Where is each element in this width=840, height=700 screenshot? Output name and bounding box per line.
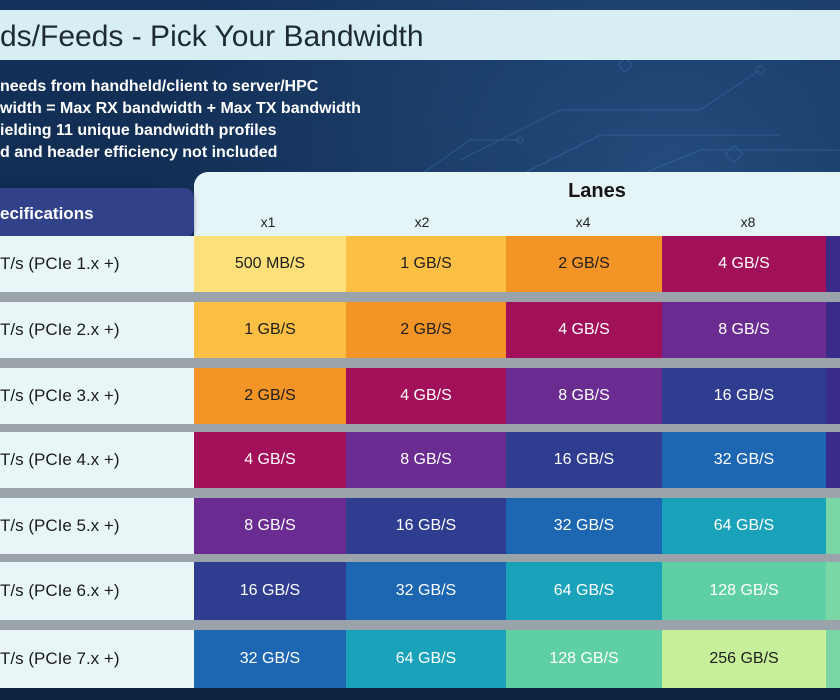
table-cell: 64 GB/S: [662, 498, 826, 554]
row-label-text: T/s (PCIe 4.x +): [0, 450, 120, 469]
cropped-column-edge: [826, 302, 840, 358]
column-header-x1: x1: [260, 214, 276, 230]
cropped-column-edge: [826, 368, 840, 424]
row-label: T/s (PCIe 3.x +): [0, 368, 194, 424]
table-cell: 16 GB/S: [662, 368, 826, 424]
row-label: T/s (PCIe 1.x +): [0, 236, 194, 292]
table-cell: 128 GB/S: [506, 630, 662, 688]
table-cell: 32 GB/S: [346, 562, 506, 620]
bullet-item: d and header efficiency not included: [0, 144, 278, 161]
table-cell: 2 GB/S: [506, 236, 662, 292]
row-label: T/s (PCIe 7.x +): [0, 630, 194, 688]
row-label: T/s (PCIe 2.x +): [0, 302, 194, 358]
table-cell: 32 GB/S: [194, 630, 346, 688]
row-separator: [0, 292, 840, 302]
row-label: T/s (PCIe 6.x +): [0, 562, 194, 620]
bullet-item: width = Max RX bandwidth + Max TX bandwi…: [0, 100, 361, 117]
row-label-text: T/s (PCIe 1.x +): [0, 254, 120, 273]
cropped-column-edge: [826, 562, 840, 620]
table-cell: 16 GB/S: [194, 562, 346, 620]
specifications-header: ecifications: [0, 188, 194, 238]
table-cell: 8 GB/S: [662, 302, 826, 358]
specifications-header-label: ecifications: [0, 204, 94, 223]
lanes-title: Lanes: [568, 180, 626, 202]
row-separator: [0, 554, 840, 562]
table-cell: 2 GB/S: [346, 302, 506, 358]
row-label-text: T/s (PCIe 2.x +): [0, 320, 120, 339]
bullet-list: needs from handheld/client to server/HPC…: [0, 76, 361, 164]
row-label-text: T/s (PCIe 3.x +): [0, 386, 120, 405]
row-label-text: T/s (PCIe 5.x +): [0, 516, 120, 535]
table-cell: 64 GB/S: [346, 630, 506, 688]
table-cell: 4 GB/S: [194, 432, 346, 488]
cropped-column-edge: [826, 432, 840, 488]
row-separator: [0, 488, 840, 498]
column-header-x4: x4: [575, 214, 591, 230]
table-cell: 32 GB/S: [506, 498, 662, 554]
cropped-column-edge: [826, 498, 840, 554]
row-separator: [0, 620, 840, 630]
row-separator: [0, 424, 840, 432]
page-title: ds/Feeds - Pick Your Bandwidth: [0, 20, 424, 53]
cropped-column-edge: [826, 236, 840, 292]
column-header-x8: x8: [740, 214, 756, 230]
column-header-x2: x2: [414, 214, 430, 230]
table-cell: 2 GB/S: [194, 368, 346, 424]
title-bar: ds/Feeds - Pick Your Bandwidth: [0, 10, 840, 60]
table-cell: 16 GB/S: [506, 432, 662, 488]
table-cell: 500 MB/S: [194, 236, 346, 292]
cropped-column-edge: [826, 630, 840, 688]
table-cell: 8 GB/S: [194, 498, 346, 554]
table-cell: 4 GB/S: [662, 236, 826, 292]
row-label-text: T/s (PCIe 7.x +): [0, 649, 120, 668]
table-cell: 64 GB/S: [506, 562, 662, 620]
table-cell: 4 GB/S: [506, 302, 662, 358]
table-cell: 8 GB/S: [506, 368, 662, 424]
table-cell: 4 GB/S: [346, 368, 506, 424]
table-cell: 1 GB/S: [346, 236, 506, 292]
bullet-item: needs from handheld/client to server/HPC: [0, 78, 319, 95]
row-separator: [0, 358, 840, 368]
table-cell: 128 GB/S: [662, 562, 826, 620]
row-label-text: T/s (PCIe 6.x +): [0, 581, 120, 600]
table-cell: 1 GB/S: [194, 302, 346, 358]
lanes-header: Lanes x1 x2 x4 x8: [194, 172, 840, 236]
table-cell: 256 GB/S: [662, 630, 826, 688]
row-label: T/s (PCIe 5.x +): [0, 498, 194, 554]
table-cell: 8 GB/S: [346, 432, 506, 488]
row-label: T/s (PCIe 4.x +): [0, 432, 194, 488]
table-cell: 16 GB/S: [346, 498, 506, 554]
table-cell: 32 GB/S: [662, 432, 826, 488]
bullet-item: ielding 11 unique bandwidth profiles: [0, 122, 277, 139]
